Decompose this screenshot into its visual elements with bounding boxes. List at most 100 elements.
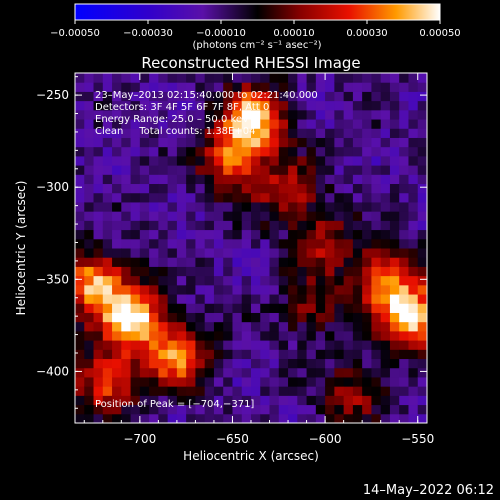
heatmap-cell (306, 294, 317, 304)
heatmap-cell (121, 220, 132, 231)
heatmap-cell (380, 358, 391, 369)
heatmap-cell (260, 73, 271, 83)
heatmap-cell (278, 146, 289, 157)
heatmap-cell (93, 404, 104, 415)
heatmap-cell (102, 238, 113, 249)
heatmap-cell (149, 201, 159, 212)
heatmap-cell (186, 330, 196, 341)
heatmap-cell (380, 82, 391, 92)
heatmap-cell (399, 367, 409, 378)
heatmap-cell (223, 321, 233, 332)
heatmap-cell (362, 238, 372, 249)
y-tick-label: −400 (36, 364, 69, 378)
heatmap-cell (306, 395, 317, 406)
heatmap-cell (176, 137, 187, 148)
heatmap-cell (362, 137, 372, 148)
heatmap-cell (102, 165, 113, 175)
heatmap-cell (269, 404, 280, 415)
heatmap-cell (315, 82, 326, 92)
heatmap-cell (408, 284, 419, 295)
heatmap-cell (343, 294, 354, 304)
heatmap-cell (325, 340, 335, 350)
heatmap-cell (186, 386, 196, 396)
heatmap-cell (352, 211, 363, 221)
heatmap-cell (84, 275, 95, 286)
heatmap-cell (121, 358, 132, 369)
heatmap-cell (297, 109, 308, 120)
heatmap-cell (260, 229, 271, 240)
heatmap-cell (84, 248, 95, 258)
heatmap-cell (112, 174, 122, 185)
heatmap-cell (288, 248, 298, 258)
heatmap-cell (362, 174, 372, 185)
x-tick-label: −600 (309, 432, 342, 446)
heatmap-cell (102, 91, 113, 102)
heatmap-cell (213, 340, 224, 350)
heatmap-cell (251, 404, 261, 415)
heatmap-cell (213, 220, 224, 231)
heatmap-cell (112, 257, 122, 267)
heatmap-cell (343, 137, 354, 148)
heatmap-cell (241, 91, 252, 102)
heatmap-cell (158, 284, 169, 295)
heatmap-cell (93, 211, 104, 221)
heatmap-cell (232, 303, 243, 313)
heatmap-cell (130, 82, 141, 92)
heatmap-cell (315, 211, 326, 221)
heatmap-cell (213, 192, 224, 203)
heatmap-cell (93, 146, 104, 157)
heatmap-cell (269, 358, 280, 369)
heatmap-cell (84, 201, 95, 212)
heatmap-cell (112, 211, 122, 221)
heatmap-cell (352, 330, 363, 341)
y-tick-label: −350 (36, 272, 69, 286)
heatmap-cell (371, 248, 382, 258)
heatmap-cell (399, 91, 409, 102)
heatmap-cell (325, 257, 335, 267)
heatmap-cell (343, 91, 354, 102)
heatmap-cell (195, 183, 206, 194)
heatmap-cell (352, 119, 363, 129)
heatmap-cell (139, 376, 150, 387)
heatmap-cell (213, 358, 224, 369)
heatmap-cell (241, 376, 252, 387)
heatmap-cell (371, 192, 382, 203)
heatmap-cell (186, 119, 196, 129)
heatmap-cell (93, 119, 104, 129)
heatmap-cell (269, 174, 280, 185)
heatmap-cell (121, 174, 132, 185)
heatmap-cell (204, 294, 215, 304)
heatmap-cell (389, 128, 400, 138)
heatmap-cell (167, 155, 178, 166)
heatmap-cell (167, 321, 178, 332)
heatmap-cell (306, 303, 317, 313)
colorbar-tick-label: 0.00050 (419, 28, 460, 39)
heatmap-cell (380, 183, 391, 194)
heatmap-cell (149, 404, 159, 415)
heatmap-cell (306, 229, 317, 240)
heatmap-cell (204, 330, 215, 341)
heatmap-cell (195, 294, 206, 304)
heatmap-cell (362, 367, 372, 378)
heatmap-cell (288, 257, 298, 267)
heatmap-cell (371, 183, 382, 194)
heatmap-cell (204, 192, 215, 203)
heatmap-cell (139, 183, 150, 194)
heatmap-cell (84, 220, 95, 231)
heatmap-cell (288, 82, 298, 92)
heatmap-cell (93, 386, 104, 396)
heatmap-cell (352, 174, 363, 185)
colorbar-gradient (74, 3, 441, 21)
heatmap-cell (139, 303, 150, 313)
heatmap-cell (158, 413, 169, 423)
heatmap-cell (315, 275, 326, 286)
heatmap-cell (325, 137, 335, 148)
heatmap-cell (325, 367, 335, 378)
heatmap-cell (102, 220, 113, 231)
heatmap-cell (241, 257, 252, 267)
heatmap-cell (75, 275, 85, 286)
heatmap-cell (167, 192, 178, 203)
heatmap-cell (408, 238, 419, 249)
heatmap-cell (75, 358, 85, 369)
heatmap-cells (75, 73, 427, 423)
